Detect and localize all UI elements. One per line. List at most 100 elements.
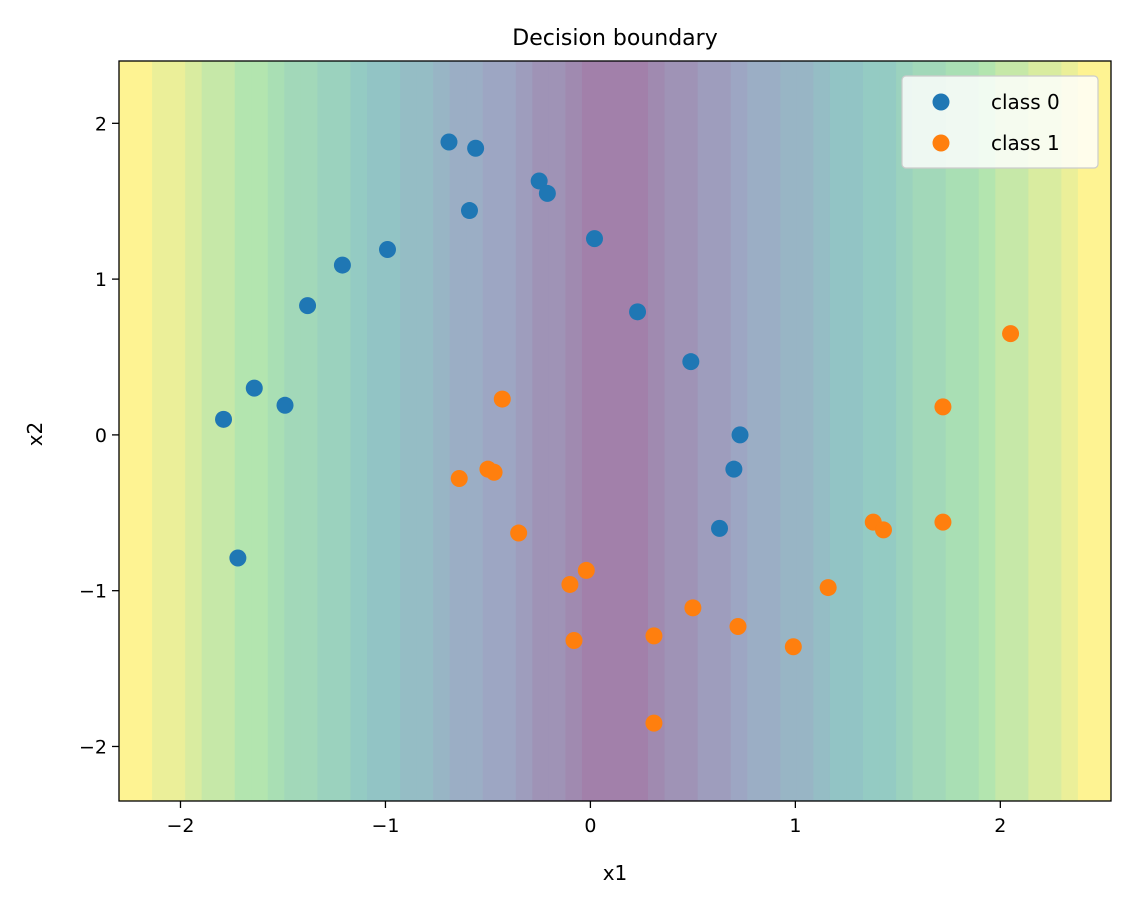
contour-band	[532, 61, 550, 801]
y-tick-label: 2	[95, 113, 107, 135]
axis-ticks: −2 −1 0 1 2 −2 −1 0 1 2	[79, 113, 1006, 837]
data-point	[485, 463, 503, 481]
data-point	[731, 426, 749, 444]
data-point	[530, 172, 548, 190]
data-point	[229, 549, 247, 567]
x-tick-label: 0	[584, 815, 596, 837]
data-point	[784, 638, 802, 656]
contour-band	[846, 61, 864, 801]
data-point	[711, 519, 729, 537]
contour-band	[135, 61, 153, 801]
contour-band	[1061, 61, 1079, 801]
y-tick-label: 1	[95, 269, 107, 291]
data-point	[467, 139, 485, 157]
x-tick-label: −2	[166, 815, 194, 837]
contour-band	[383, 61, 401, 801]
contour-band	[648, 61, 666, 801]
data-point	[299, 297, 317, 315]
x-tick-label: −1	[371, 815, 399, 837]
data-point	[333, 256, 351, 274]
data-point	[561, 575, 579, 593]
legend-label: class 0	[991, 90, 1060, 114]
data-point	[565, 632, 583, 650]
y-axis-label: x2	[23, 422, 47, 447]
data-point	[1002, 325, 1020, 343]
contour-band	[400, 61, 418, 801]
contour-band	[267, 61, 286, 801]
contour-band	[912, 61, 930, 801]
contour-band	[416, 61, 434, 801]
data-point	[460, 202, 478, 220]
contour-band	[251, 61, 269, 801]
contour-band	[863, 61, 881, 801]
data-point	[276, 396, 294, 414]
data-point	[440, 133, 458, 151]
contour-band	[697, 61, 715, 801]
legend-box	[901, 75, 1099, 169]
contour-band	[350, 61, 368, 801]
contour-band	[747, 61, 765, 801]
contour-band	[548, 61, 567, 801]
decision-boundary-background	[119, 61, 1111, 801]
data-point	[725, 460, 743, 478]
contour-band	[978, 61, 997, 801]
data-point	[538, 184, 556, 202]
contour-band	[201, 61, 219, 801]
chart-title: Decision boundary	[512, 26, 717, 51]
legend-marker	[932, 93, 950, 111]
contour-band	[433, 61, 451, 801]
data-point	[645, 627, 663, 645]
contour-band	[664, 61, 682, 801]
data-point	[645, 714, 663, 732]
contour-band	[482, 61, 501, 801]
y-tick-label: −2	[79, 736, 107, 758]
data-point	[450, 470, 468, 488]
x-axis-label: x1	[603, 861, 628, 885]
contour-band	[333, 61, 352, 801]
data-point	[586, 230, 604, 248]
legend-marker	[932, 134, 950, 152]
contour-band	[681, 61, 699, 801]
series-class-1	[450, 325, 1020, 732]
scatter-points	[215, 133, 1020, 732]
contour-band	[631, 61, 649, 801]
data-point	[934, 513, 952, 531]
contour-band	[714, 61, 732, 801]
y-tick-label: −1	[79, 581, 107, 603]
x-tick-label: 1	[789, 815, 801, 837]
contour-band	[1044, 61, 1063, 801]
contour-band	[1077, 61, 1096, 801]
data-point	[378, 241, 396, 259]
contour-band	[581, 61, 600, 801]
data-point	[245, 379, 263, 397]
contour-band	[995, 61, 1013, 801]
contour-band	[879, 61, 897, 801]
contour-band	[168, 61, 186, 801]
data-point	[874, 521, 892, 539]
data-point	[819, 579, 837, 597]
plot-frame	[118, 60, 1112, 802]
data-point	[629, 303, 647, 321]
contour-band	[515, 61, 534, 801]
series-class-0	[215, 133, 749, 567]
contour-band	[962, 61, 980, 801]
contour-band	[218, 61, 236, 801]
contour-band	[565, 61, 583, 801]
contour-band	[780, 61, 798, 801]
contour-band	[284, 61, 302, 801]
data-point	[729, 618, 747, 636]
contour-band	[499, 61, 517, 801]
contour-band	[1011, 61, 1030, 801]
legend: class 0 class 1	[901, 75, 1099, 169]
contour-band	[317, 61, 335, 801]
data-point	[934, 398, 952, 416]
contour-band	[945, 61, 963, 801]
y-tick-label: 0	[95, 425, 107, 447]
contour-band	[615, 61, 633, 801]
contour-band	[1028, 61, 1046, 801]
contour-band	[367, 61, 385, 801]
contour-band	[119, 61, 137, 801]
contour-band	[896, 61, 914, 801]
contour-band	[763, 61, 782, 801]
